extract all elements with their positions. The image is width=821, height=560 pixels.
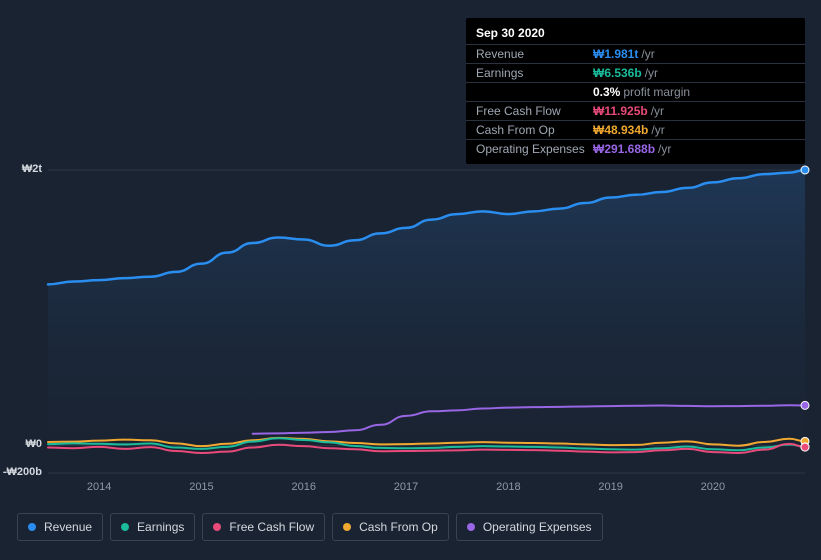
- tooltip-row-label: Free Cash Flow: [476, 104, 593, 118]
- tooltip-row-value: ₩291.688b: [593, 142, 655, 156]
- legend-swatch-icon: [121, 523, 129, 531]
- x-axis-label: 2015: [189, 481, 213, 493]
- x-axis-label: 2020: [701, 481, 725, 493]
- tooltip-row-value: ₩1.981t: [593, 47, 638, 61]
- tooltip-row-suffix: /yr: [641, 47, 654, 61]
- tooltip-date: Sep 30 2020: [466, 24, 805, 44]
- legend-label: Earnings: [137, 520, 184, 534]
- tooltip-row-label: Cash From Op: [476, 123, 593, 137]
- series-marker-free_cash_flow[interactable]: [801, 443, 809, 451]
- tooltip-row-opex: Operating Expenses₩291.688b/yr: [466, 139, 805, 158]
- legend-label: Cash From Op: [359, 520, 438, 534]
- legend-label: Operating Expenses: [483, 520, 592, 534]
- tooltip-row-label: Earnings: [476, 66, 593, 80]
- tooltip-margin: 0.3% profit margin: [466, 82, 805, 101]
- chart-tooltip: Sep 30 2020 Revenue₩1.981t/yrEarnings₩6.…: [466, 18, 805, 164]
- tooltip-margin-label: profit margin: [623, 85, 690, 99]
- legend-swatch-icon: [213, 523, 221, 531]
- tooltip-row-suffix: /yr: [658, 142, 671, 156]
- tooltip-row-suffix: /yr: [645, 66, 658, 80]
- legend-swatch-icon: [343, 523, 351, 531]
- y-axis-label: ₩2t: [0, 163, 42, 175]
- legend-item-revenue[interactable]: Revenue: [17, 513, 103, 541]
- legend-swatch-icon: [467, 523, 475, 531]
- tooltip-row-cfo: Cash From Op₩48.934b/yr: [466, 120, 805, 139]
- tooltip-row-revenue: Revenue₩1.981t/yr: [466, 44, 805, 63]
- x-axis-label: 2019: [598, 481, 622, 493]
- y-axis-label: -₩200b: [0, 466, 42, 478]
- tooltip-row-earnings: Earnings₩6.536b/yr: [466, 63, 805, 82]
- legend-swatch-icon: [28, 523, 36, 531]
- x-axis-label: 2016: [291, 481, 315, 493]
- x-axis-label: 2014: [87, 481, 111, 493]
- legend-item-opex[interactable]: Operating Expenses: [456, 513, 603, 541]
- financial-chart: ₩2t ₩0 -₩200b 2014 2015 2016 2017 2018 2019 2020…: [0, 0, 821, 560]
- series-marker-operating_expenses[interactable]: [801, 401, 809, 409]
- y-axis-label: ₩0: [0, 438, 42, 450]
- series-marker-revenue[interactable]: [801, 166, 809, 174]
- legend-item-fcf[interactable]: Free Cash Flow: [202, 513, 325, 541]
- tooltip-row-suffix: /yr: [651, 123, 664, 137]
- tooltip-row-value: ₩11.925b: [593, 104, 648, 118]
- tooltip-row-value: ₩48.934b: [593, 123, 648, 137]
- legend-label: Free Cash Flow: [229, 520, 314, 534]
- tooltip-row-fcf: Free Cash Flow₩11.925b/yr: [466, 101, 805, 120]
- tooltip-row-suffix: /yr: [651, 104, 664, 118]
- tooltip-margin-value: 0.3%: [593, 85, 620, 99]
- tooltip-row-label: Revenue: [476, 47, 593, 61]
- chart-legend: Revenue Earnings Free Cash Flow Cash From O…: [17, 513, 603, 541]
- tooltip-row-label: Operating Expenses: [476, 142, 593, 156]
- x-axis-label: 2018: [496, 481, 520, 493]
- legend-item-cfo[interactable]: Cash From Op: [332, 513, 449, 541]
- tooltip-row-value: ₩6.536b: [593, 66, 642, 80]
- legend-label: Revenue: [44, 520, 92, 534]
- series-area-revenue: [48, 170, 805, 445]
- x-axis-label: 2017: [394, 481, 418, 493]
- legend-item-earnings[interactable]: Earnings: [110, 513, 195, 541]
